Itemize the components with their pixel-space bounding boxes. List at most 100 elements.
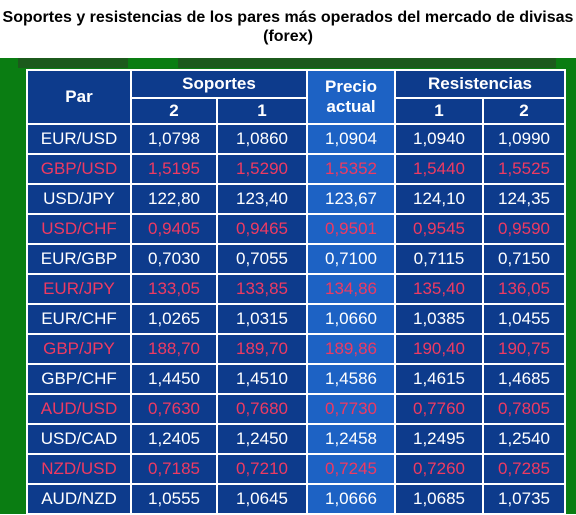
cell-support-1: 1,2450 <box>216 423 308 455</box>
header-support-2: 2 <box>130 97 218 125</box>
table-row: USD/CHF 0,9405 0,9465 0,9501 0,9545 0,9590 <box>26 213 567 245</box>
cell-resistance-2: 0,9590 <box>481 213 567 245</box>
cell-resistance-2: 0,7285 <box>481 453 567 485</box>
cell-resistance-1: 1,4615 <box>394 363 484 395</box>
table-row: EUR/GBP 0,7030 0,7055 0,7100 0,7115 0,7150 <box>26 243 567 275</box>
cell-pair: AUD/USD <box>26 393 132 425</box>
cell-support-1: 0,7680 <box>216 393 308 425</box>
cell-current-price: 1,2458 <box>306 423 396 455</box>
page-title: Soportes y resistencias de los pares más… <box>0 0 576 58</box>
header-pair: Par <box>26 69 132 125</box>
cell-current-price: 1,4586 <box>306 363 396 395</box>
cell-current-price: 189,86 <box>306 333 396 365</box>
cell-current-price: 134,86 <box>306 273 396 305</box>
cell-support-1: 1,0645 <box>216 483 308 515</box>
cell-support-1: 133,85 <box>216 273 308 305</box>
cell-pair: NZD/USD <box>26 453 132 485</box>
table-row: AUD/NZD 1,0555 1,0645 1,0666 1,0685 1,0735 <box>26 483 567 515</box>
cell-resistance-1: 190,40 <box>394 333 484 365</box>
cell-current-price: 123,67 <box>306 183 396 215</box>
cell-support-1: 0,7210 <box>216 453 308 485</box>
cell-support-2: 0,7030 <box>130 243 218 275</box>
header-current-price: Precio actual <box>306 69 396 125</box>
cell-support-1: 0,7055 <box>216 243 308 275</box>
cell-pair: AUD/NZD <box>26 483 132 515</box>
cell-resistance-2: 1,4685 <box>481 363 567 395</box>
cell-support-1: 1,5290 <box>216 153 308 185</box>
cell-support-2: 1,0265 <box>130 303 218 335</box>
table-row: USD/CAD 1,2405 1,2450 1,2458 1,2495 1,2540 <box>26 423 567 455</box>
frame-top-gap <box>128 58 178 68</box>
table-row: GBP/JPY 188,70 189,70 189,86 190,40 190,75 <box>26 333 567 365</box>
cell-support-1: 1,0860 <box>216 123 308 155</box>
cell-pair: GBP/USD <box>26 153 132 185</box>
header-resistances: Resistencias <box>393 69 567 99</box>
cell-pair: USD/CAD <box>26 423 132 455</box>
cell-pair: EUR/GBP <box>26 243 132 275</box>
cell-resistance-2: 190,75 <box>481 333 567 365</box>
header-current-line-1: Precio <box>325 77 377 96</box>
cell-resistance-1: 0,9545 <box>394 213 484 245</box>
table-row: NZD/USD 0,7185 0,7210 0,7245 0,7260 0,7285 <box>26 453 567 485</box>
cell-resistance-2: 136,05 <box>481 273 567 305</box>
cell-support-2: 1,5195 <box>130 153 218 185</box>
header-supports: Soportes <box>130 69 308 99</box>
cell-resistance-2: 1,0455 <box>481 303 567 335</box>
cell-pair: GBP/JPY <box>26 333 132 365</box>
table-row: GBP/USD 1,5195 1,5290 1,5352 1,5440 1,5525 <box>26 153 567 185</box>
cell-resistance-2: 0,7805 <box>481 393 567 425</box>
cell-resistance-1: 124,10 <box>394 183 484 215</box>
cell-current-price: 1,0666 <box>306 483 396 515</box>
cell-resistance-1: 0,7260 <box>394 453 484 485</box>
cell-resistance-1: 1,2495 <box>394 423 484 455</box>
cell-resistance-1: 0,7115 <box>394 243 484 275</box>
cell-support-1: 1,0315 <box>216 303 308 335</box>
cell-resistance-1: 1,0385 <box>394 303 484 335</box>
cell-pair: EUR/JPY <box>26 273 132 305</box>
frame-top-bar <box>18 58 556 68</box>
cell-resistance-2: 124,35 <box>481 183 567 215</box>
cell-resistance-2: 1,2540 <box>481 423 567 455</box>
title-line-2: (forex) <box>263 28 313 45</box>
cell-support-2: 1,4450 <box>130 363 218 395</box>
cell-support-2: 133,05 <box>130 273 218 305</box>
cell-support-2: 1,0555 <box>130 483 218 515</box>
cell-current-price: 0,7730 <box>306 393 396 425</box>
cell-current-price: 1,0904 <box>306 123 396 155</box>
cell-resistance-2: 0,7150 <box>481 243 567 275</box>
cell-support-2: 188,70 <box>130 333 218 365</box>
cell-support-1: 0,9465 <box>216 213 308 245</box>
cell-support-1: 189,70 <box>216 333 308 365</box>
cell-current-price: 0,9501 <box>306 213 396 245</box>
title-line-1: Soportes y resistencias de los pares más… <box>2 9 574 26</box>
cell-pair: EUR/CHF <box>26 303 132 335</box>
cell-resistance-2: 1,0990 <box>481 123 567 155</box>
cell-resistance-1: 0,7760 <box>394 393 484 425</box>
forex-table: Par Soportes Precio actual Resistencias … <box>26 69 567 515</box>
table-row: USD/JPY 122,80 123,40 123,67 124,10 124,35 <box>26 183 567 215</box>
cell-support-2: 0,7185 <box>130 453 218 485</box>
table-body: EUR/USD 1,0798 1,0860 1,0904 1,0940 1,0990 GBP… <box>26 123 567 515</box>
cell-current-price: 1,5352 <box>306 153 396 185</box>
cell-support-2: 0,9405 <box>130 213 218 245</box>
table-row: EUR/USD 1,0798 1,0860 1,0904 1,0940 1,0990 <box>26 123 567 155</box>
cell-resistance-2: 1,0735 <box>481 483 567 515</box>
cell-current-price: 1,0660 <box>306 303 396 335</box>
cell-resistance-2: 1,5525 <box>481 153 567 185</box>
cell-pair: EUR/USD <box>26 123 132 155</box>
cell-support-1: 123,40 <box>216 183 308 215</box>
header-current-line-2: actual <box>326 97 376 116</box>
cell-resistance-1: 1,0685 <box>394 483 484 515</box>
cell-pair: GBP/CHF <box>26 363 132 395</box>
cell-support-2: 1,2405 <box>130 423 218 455</box>
header-resistance-1: 1 <box>394 97 484 125</box>
table-row: EUR/JPY 133,05 133,85 134,86 135,40 136,05 <box>26 273 567 305</box>
table-row: AUD/USD 0,7630 0,7680 0,7730 0,7760 0,7805 <box>26 393 567 425</box>
cell-pair: USD/JPY <box>26 183 132 215</box>
cell-support-2: 122,80 <box>130 183 218 215</box>
table-row: GBP/CHF 1,4450 1,4510 1,4586 1,4615 1,4685 <box>26 363 567 395</box>
cell-support-1: 1,4510 <box>216 363 308 395</box>
cell-resistance-1: 135,40 <box>394 273 484 305</box>
cell-resistance-1: 1,5440 <box>394 153 484 185</box>
header-support-1: 1 <box>216 97 308 125</box>
